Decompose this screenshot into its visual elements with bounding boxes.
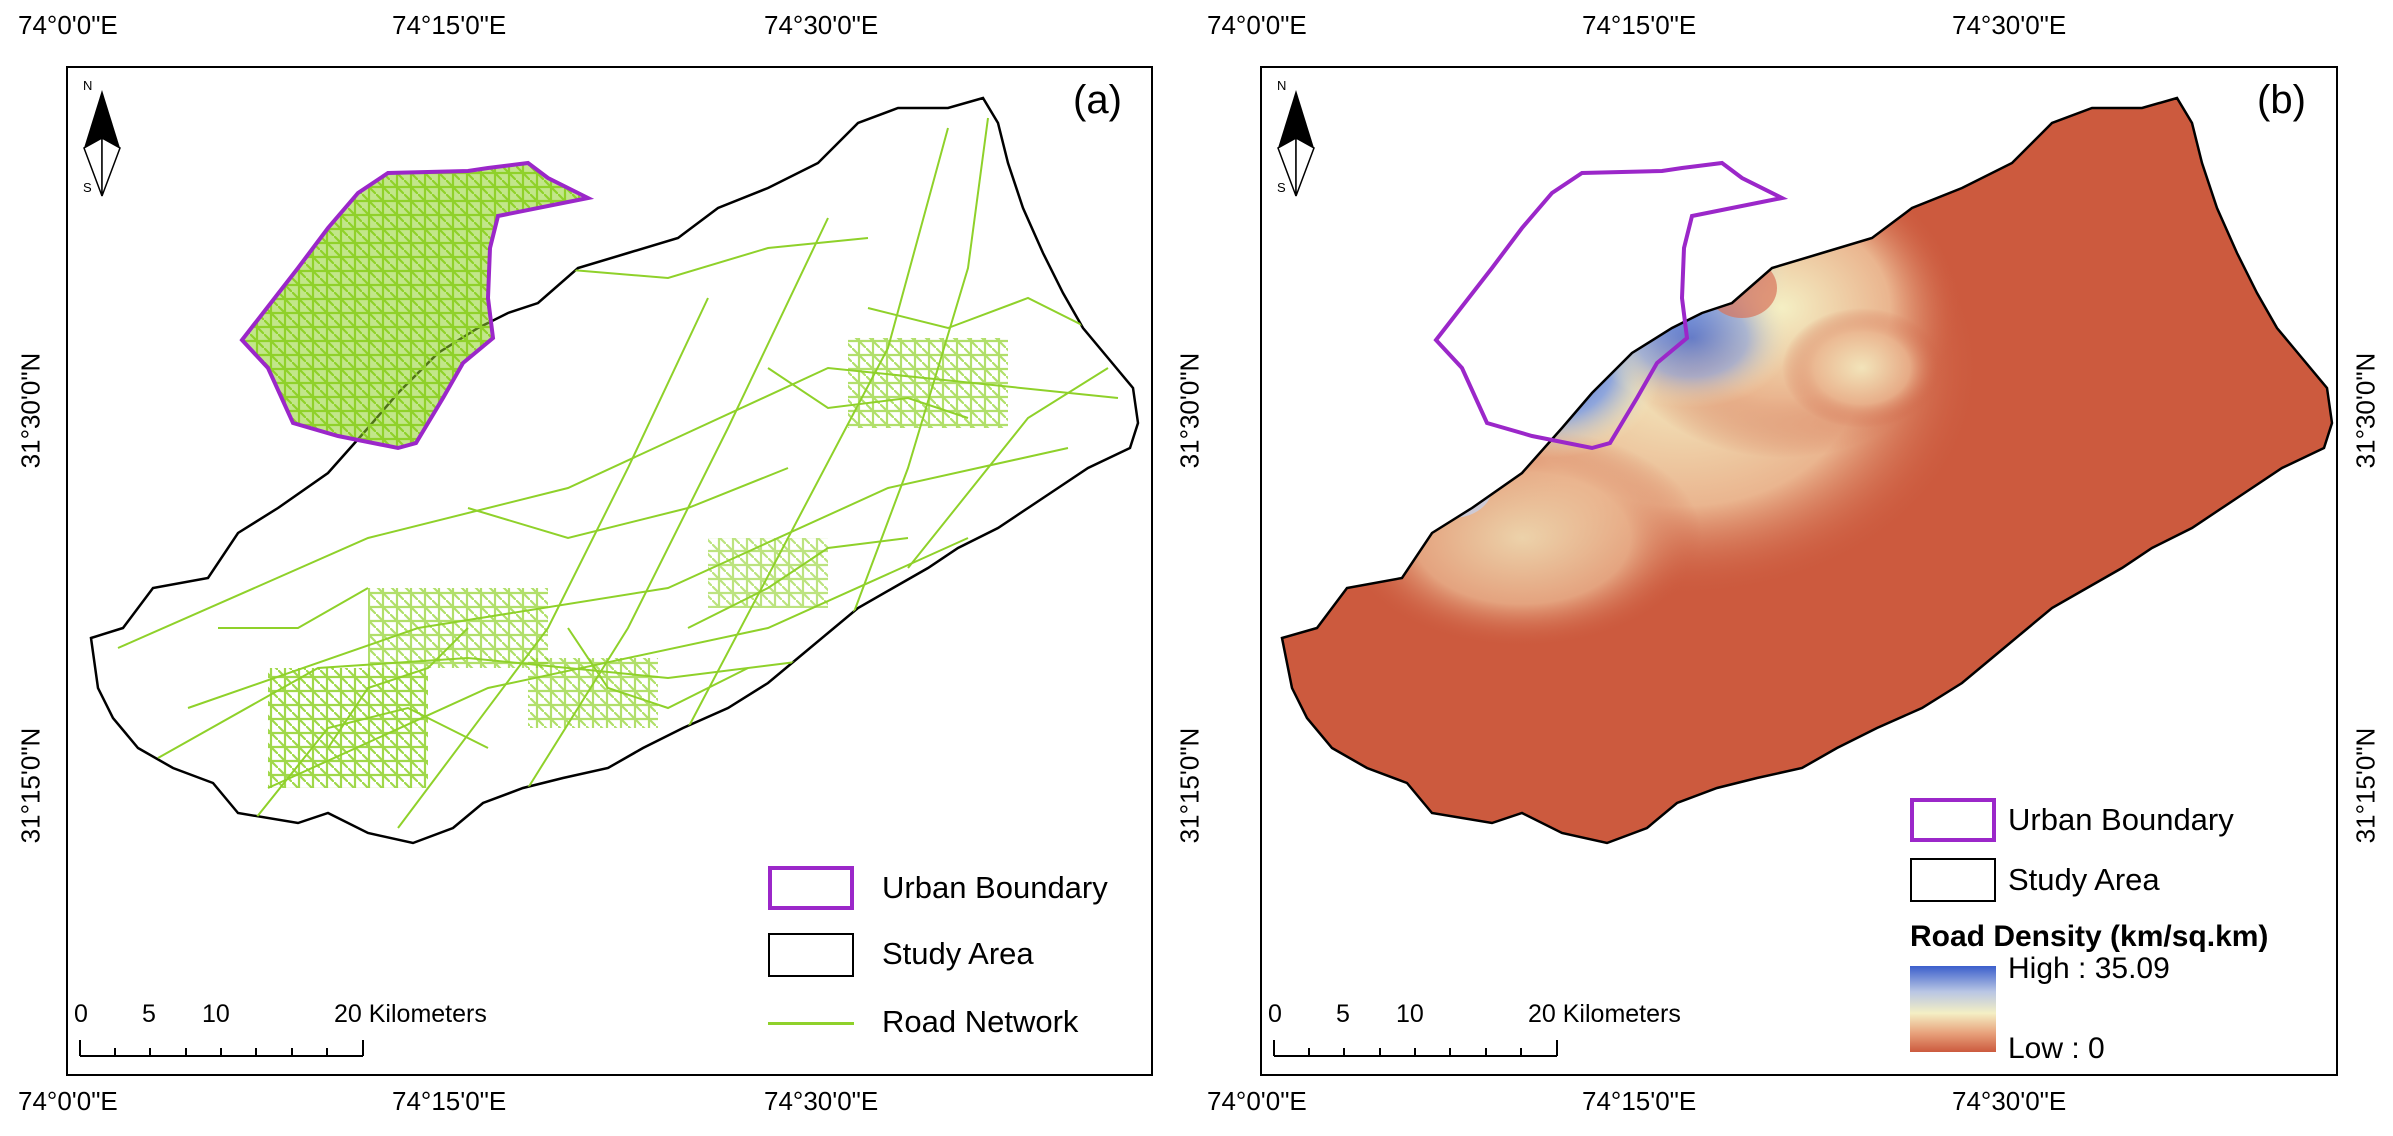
legend-road-label: Road Network: [882, 1004, 1079, 1039]
south-label: S: [83, 180, 92, 195]
legend-road-swatch: [768, 1022, 854, 1025]
scale-label-10: 10: [202, 1000, 230, 1028]
map-panel-b: N S (b) Urban Boundary Study Area Road D…: [1260, 66, 2338, 1076]
peri-urban-road-clusters: [268, 338, 1008, 788]
bottom-tick-b-3: 74°30'0"E: [1952, 1086, 2067, 1116]
scale-bar: [1273, 1040, 1558, 1057]
scale-label-5: 5: [1336, 1000, 1350, 1028]
bottom-tick-a-1: 74°0'0"E: [18, 1086, 118, 1116]
legend-study-label: Study Area: [882, 936, 1034, 971]
bottom-tick-a-3: 74°30'0"E: [764, 1086, 879, 1116]
lat-tick-a-left-1: 31°30'0"N: [15, 352, 46, 469]
density-color-ramp: [1910, 966, 1996, 1052]
lat-tick-a-left-2: 31°15'0"N: [15, 727, 46, 844]
legend-urban-swatch: [1910, 798, 1996, 842]
legend-urban-label: Urban Boundary: [2008, 802, 2234, 837]
scale-bar: [79, 1040, 364, 1057]
north-arrow-icon: [83, 90, 121, 197]
bottom-tick-b-2: 74°15'0"E: [1582, 1086, 1697, 1116]
bottom-tick-b-1: 74°0'0"E: [1207, 1086, 1307, 1116]
north-arrow-icon: [1277, 90, 1315, 197]
legend-urban-label: Urban Boundary: [882, 870, 1108, 905]
legend-urban-swatch: [768, 866, 854, 910]
road-density-map: [1280, 96, 2334, 845]
legend-study-label: Study Area: [2008, 862, 2160, 897]
top-tick-a-3: 74°30'0"E: [764, 10, 879, 40]
road-network-map: [89, 96, 1140, 845]
lat-tick-b-right-2: 31°15'0"N: [2350, 727, 2381, 844]
north-label: N: [1277, 78, 1287, 93]
top-tick-a-2: 74°15'0"E: [392, 10, 507, 40]
lat-tick-b-left-1: 31°30'0"N: [1174, 352, 1205, 469]
density-low-label: Low : 0: [2008, 1032, 2105, 1065]
scale-label-10: 10: [1396, 1000, 1424, 1028]
top-tick-b-3: 74°30'0"E: [1952, 10, 2067, 40]
bottom-tick-a-2: 74°15'0"E: [392, 1086, 507, 1116]
legend-study-swatch: [768, 933, 854, 977]
density-legend-title: Road Density (km/sq.km): [1910, 920, 2269, 953]
lat-tick-b-right-1: 31°30'0"N: [2350, 352, 2381, 469]
top-tick-b-1: 74°0'0"E: [1207, 10, 1307, 40]
panel-label: (a): [1073, 78, 1122, 122]
scale-label-20: 20 Kilometers: [1528, 1000, 1681, 1028]
south-label: S: [1277, 180, 1286, 195]
map-panel-a: N S (a) Urban Boundary Study Area Road N…: [66, 66, 1153, 1076]
top-tick-b-2: 74°15'0"E: [1582, 10, 1697, 40]
top-tick-a-1: 74°0'0"E: [18, 10, 118, 40]
scale-label-0: 0: [74, 1000, 88, 1028]
lat-tick-b-left-2: 31°15'0"N: [1174, 727, 1205, 844]
density-high-label: High : 35.09: [2008, 952, 2170, 985]
north-label: N: [83, 78, 93, 93]
panel-label: (b): [2257, 78, 2306, 122]
scale-label-20: 20 Kilometers: [334, 1000, 487, 1028]
legend-study-swatch: [1910, 858, 1996, 902]
scale-label-0: 0: [1268, 1000, 1282, 1028]
scale-label-5: 5: [142, 1000, 156, 1028]
